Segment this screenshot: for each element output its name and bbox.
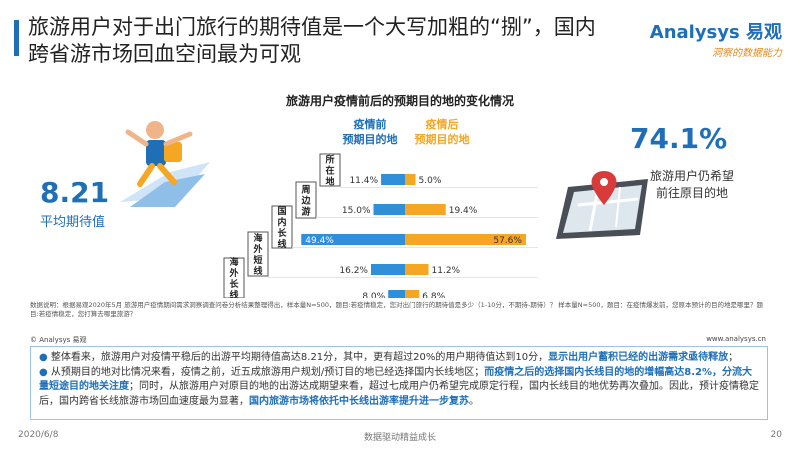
category-box <box>295 181 317 219</box>
value-label-before: 16.2% <box>339 266 368 276</box>
category-box <box>271 205 293 249</box>
summary-text: ； <box>728 352 739 363</box>
value-label-before: 49.4% <box>305 236 334 246</box>
bar-before <box>381 174 405 185</box>
category-box <box>223 257 245 298</box>
website-link[interactable]: www.analysys.cn <box>706 335 766 343</box>
bar-before <box>388 290 405 298</box>
summary-bullet-1: ● 整体看来，旅游用户对疫情平稳后的出游平均期待值高达8.21分，其中，更有超过… <box>39 351 759 366</box>
traveler-body-icon <box>146 140 166 166</box>
category-label-char: 国 <box>277 206 286 217</box>
bar-before <box>373 204 405 215</box>
traveler-illustration <box>120 121 210 207</box>
summary-bullet-2: ● 从预期目的地对比情况来看，疫情之前，近五成旅游用户规划/预订目的地已经选择国… <box>39 366 759 410</box>
page-title-line2: 跨省游市场回血空间最为可观 <box>28 42 301 66</box>
map-pin-tablet-illustration <box>556 171 648 239</box>
analysys-logo: Analysys 易观 洞察的数据能力 <box>650 18 782 59</box>
logo-main-text: Analysys 易观 <box>649 22 782 43</box>
summary-text: 整体看来，旅游用户对疫情平稳后的出游平均期待值高达8.21分，其中，更有超过20… <box>50 352 549 363</box>
bar-before <box>301 234 405 245</box>
category-label-char: 地 <box>325 176 334 188</box>
category-box <box>247 231 269 277</box>
map-pin-icon <box>591 171 617 205</box>
legend-before-line1: 疫情前 <box>354 117 387 131</box>
value-label-after: 57.6% <box>493 236 522 246</box>
legend-after-line2: 预期目的地 <box>415 132 470 146</box>
bar-before <box>370 264 405 275</box>
legend-before-line2: 预期目的地 <box>343 132 398 146</box>
category-label-char: 长 <box>277 227 287 239</box>
logo-tagline: 洞察的数据能力 <box>712 48 782 59</box>
summary-highlight: 国内旅游市场将依托中长线出游率提升进一步复苏 <box>249 395 469 407</box>
bar-after <box>405 204 446 215</box>
original-destination-value: 74.1% <box>630 122 728 155</box>
value-label-before: 15.0% <box>342 206 371 216</box>
original-destination-label: 旅游用户仍希望 前往原目的地 <box>622 168 762 202</box>
page-number: 20 <box>770 430 782 440</box>
data-notes: 数据说明：根据易观2020年5月 旅游用户疫情期间需求洞察调查问卷分析结果整理得… <box>30 301 764 318</box>
value-label-after: 11.2% <box>432 266 461 276</box>
value-label-before: 8.0% <box>362 292 385 298</box>
title-accent-bar <box>14 20 19 56</box>
copyright: © Analysys 易观 <box>30 336 87 344</box>
legend-after-line1: 疫情后 <box>426 117 459 131</box>
page-title: 旅游用户对于出门旅行的期待值是一个大写加粗的“捌”，国内 跨省游市场回血空间最为… <box>28 14 718 68</box>
value-label-after: 5.0% <box>419 176 442 186</box>
chart-title: 旅游用户疫情前后的预期目的地的变化情况 <box>285 94 514 108</box>
original-destination-stat: 74.1% <box>630 122 727 155</box>
summary-highlight: 显示出用户蓄积已经的出游需求亟待释放 <box>548 352 729 363</box>
category-label-char: 外 <box>252 243 262 255</box>
category-label-char: 内 <box>277 216 286 228</box>
summary-text: 从预期目的地对比情况来看，疫情之前，近五成旅游用户规划/预订目的地已经选择国内长… <box>50 366 485 378</box>
legend: 疫情前 预期目的地 疫情后 预期目的地 <box>343 117 470 146</box>
original-destination-label-line2: 前往原目的地 <box>655 186 728 200</box>
category-label-char: 海 <box>229 256 238 268</box>
category-label-char: 在 <box>325 165 334 177</box>
original-destination-label-line1: 旅游用户仍希望 <box>649 169 734 183</box>
page-title-line1: 旅游用户对于出门旅行的期待值是一个大写加粗的“捌”，国内 <box>28 15 596 39</box>
category-label-char: 所 <box>325 154 334 166</box>
bar-after <box>405 290 420 298</box>
backpack-icon <box>164 142 182 162</box>
value-label-after: 6.8% <box>422 292 445 298</box>
summary-text: 。 <box>469 395 479 407</box>
avg-expectation-label: 平均期待值 <box>40 215 106 230</box>
wave-shape-icon <box>130 174 205 207</box>
map-screen-icon <box>563 185 642 233</box>
category-box <box>319 153 341 187</box>
category-label-char: 短 <box>253 254 262 266</box>
avg-expectation-stat: 8.21 平均期待值 <box>40 176 109 230</box>
summary-highlight: 而疫情之后的选择国内长线目的地的增幅高达8.2%，分流大量短途目的地关注度 <box>39 366 753 393</box>
category-label-char: 边 <box>300 195 311 207</box>
category-label-char: 线 <box>253 265 262 277</box>
category-label-char: 线 <box>229 289 238 298</box>
value-label-after: 19.4% <box>449 206 478 216</box>
category-label-char: 海 <box>253 232 262 244</box>
category-label-char: 外 <box>228 267 238 279</box>
footer-slogan: 数据驱动精益成长 <box>363 433 436 443</box>
category-label-char: 线 <box>277 238 286 250</box>
bar-after <box>405 174 416 185</box>
avg-expectation-value: 8.21 <box>40 176 110 209</box>
bullet-dot-icon: ● <box>39 352 51 363</box>
category-label-char: 周 <box>301 185 310 196</box>
value-label-before: 11.4% <box>349 176 378 186</box>
bar-after <box>405 264 429 275</box>
summary-box: ● 整体看来，旅游用户对疫情平稳后的出游平均期待值高达8.21分，其中，更有超过… <box>30 346 768 420</box>
category-label-char: 长 <box>229 278 239 290</box>
category-label-char: 游 <box>301 206 310 218</box>
bullet-dot-icon: ● <box>39 366 51 378</box>
bar-after <box>405 234 526 245</box>
footer-date: 2020/6/8 <box>18 430 59 440</box>
traveler-head-icon <box>146 121 164 139</box>
summary-text: ；同时，从旅游用户对原目的地的出游达成期望来看，超过七成用户仍希望完成原定行程，… <box>39 381 759 407</box>
